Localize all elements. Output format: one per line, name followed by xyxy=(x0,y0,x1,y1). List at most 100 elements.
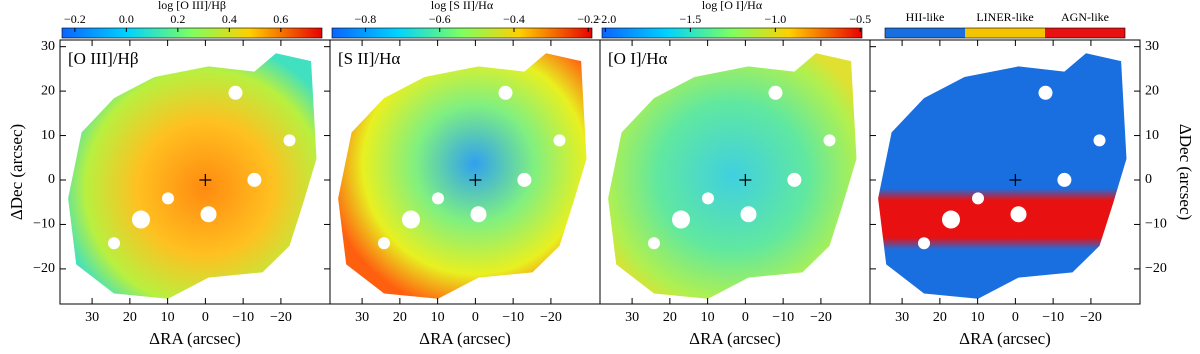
map-image xyxy=(68,53,317,299)
x-tick-label: −20 xyxy=(270,310,292,325)
map-hole xyxy=(108,237,120,250)
center-cross xyxy=(469,174,482,186)
center-cross xyxy=(199,174,212,186)
y-axis-title: ΔDec (arcsec) xyxy=(1176,124,1195,220)
x-tick-label: 30 xyxy=(625,310,639,325)
map-hole xyxy=(1010,206,1027,223)
y-tick-label: −10 xyxy=(1145,217,1167,232)
x-tick-label: −10 xyxy=(502,310,524,325)
colorbar-tick-label: −0.2 xyxy=(64,12,86,26)
y-tick-label: 20 xyxy=(1145,83,1159,98)
map-hole xyxy=(768,85,783,100)
panel-frame xyxy=(869,39,1141,305)
class-swatch xyxy=(1045,28,1125,38)
map-hole xyxy=(498,85,513,100)
x-tick-label: −20 xyxy=(1080,310,1102,325)
colorbar-title: log [S II]/Hα xyxy=(431,0,494,12)
x-axis-title: ΔRA (arcsec) xyxy=(689,329,781,348)
colorbar-tick-label: −0.8 xyxy=(355,12,377,26)
x-tick-label: 0 xyxy=(472,310,479,325)
panel-label: [O III]/Hβ xyxy=(68,49,138,68)
class-swatch xyxy=(965,28,1045,38)
map-hole xyxy=(132,210,150,229)
map-hole xyxy=(470,206,487,223)
x-tick-label: 0 xyxy=(1012,310,1019,325)
y-tick-label: 0 xyxy=(1145,172,1152,187)
map-hole xyxy=(432,192,444,205)
y-tick-label: 0 xyxy=(48,172,55,187)
x-tick-label: −10 xyxy=(772,310,794,325)
x-axis-title: ΔRA (arcsec) xyxy=(419,329,511,348)
y-tick-label: −20 xyxy=(1145,261,1167,276)
x-tick-label: 0 xyxy=(202,310,209,325)
map-hole xyxy=(200,206,217,223)
x-tick-label: −10 xyxy=(1042,310,1064,325)
center-cross xyxy=(739,174,752,186)
map-hole xyxy=(740,206,757,223)
x-tick-label: 30 xyxy=(895,310,909,325)
colorbar-tick-label: −0.2 xyxy=(577,12,599,26)
class-label: LINER-like xyxy=(976,10,1033,24)
map-hole xyxy=(283,134,296,147)
map-hole xyxy=(1093,134,1106,147)
colorbar-tick-label: −2.0 xyxy=(595,12,617,26)
x-tick-label: 30 xyxy=(85,310,99,325)
colorbar-tick-label: 0.6 xyxy=(273,12,288,26)
y-tick-label: −10 xyxy=(33,217,55,232)
y-tick-label: 20 xyxy=(41,83,55,98)
class-swatch xyxy=(885,28,965,38)
class-bar-frame xyxy=(884,27,1126,39)
x-axis-title: ΔRA (arcsec) xyxy=(149,329,241,348)
x-tick-label: 10 xyxy=(701,310,715,325)
y-tick-label: −20 xyxy=(33,261,55,276)
map-hole xyxy=(517,172,532,187)
map-hole xyxy=(402,210,420,229)
map-hole xyxy=(553,134,566,147)
map-image xyxy=(608,53,857,299)
colorbar-tick-label: 0.4 xyxy=(222,12,237,26)
map-image xyxy=(338,53,587,299)
map-hole xyxy=(823,134,836,147)
map-hole xyxy=(702,192,714,205)
colorbar xyxy=(61,27,323,39)
x-tick-label: 20 xyxy=(933,310,947,325)
y-tick-label: 30 xyxy=(41,39,55,54)
x-axis-title: ΔRA (arcsec) xyxy=(959,329,1051,348)
map-image xyxy=(878,53,1127,299)
x-tick-label: 10 xyxy=(971,310,985,325)
x-tick-label: −10 xyxy=(232,310,254,325)
x-tick-label: 20 xyxy=(663,310,677,325)
map-hole xyxy=(228,85,243,100)
map-hole xyxy=(247,172,262,187)
map-hole xyxy=(1057,172,1072,187)
colorbar-tick-label: −1.0 xyxy=(764,12,786,26)
map-hole xyxy=(972,192,984,205)
class-label: HII-like xyxy=(906,10,945,24)
map-hole xyxy=(787,172,802,187)
map-hole xyxy=(648,237,660,250)
colorbar-title: log [O I]/Hα xyxy=(702,0,763,12)
class-label: AGN-like xyxy=(1061,10,1109,24)
y-tick-label: 10 xyxy=(41,128,55,143)
map-hole xyxy=(1038,85,1053,100)
colorbar-tick-label: 0.0 xyxy=(119,12,134,26)
map-hole xyxy=(918,237,930,250)
colorbar-tick-label: −1.5 xyxy=(679,12,701,26)
colorbar-tick-label: −0.4 xyxy=(503,12,525,26)
colorbar xyxy=(331,27,593,39)
y-tick-label: 30 xyxy=(1145,39,1159,54)
y-axis-title: ΔDec (arcsec) xyxy=(7,124,26,220)
center-cross xyxy=(1009,174,1022,186)
map-hole xyxy=(942,210,960,229)
x-tick-label: −20 xyxy=(810,310,832,325)
colorbar xyxy=(601,27,863,39)
panel-label: [S II]/Hα xyxy=(338,49,400,68)
map-hole xyxy=(162,192,174,205)
x-tick-label: 0 xyxy=(742,310,749,325)
colorbar-tick-label: 0.2 xyxy=(170,12,185,26)
map-hole xyxy=(378,237,390,250)
x-tick-label: 10 xyxy=(161,310,175,325)
colorbar-tick-label: −0.6 xyxy=(429,12,451,26)
colorbar-title: log [O III]/Hβ xyxy=(158,0,226,12)
x-tick-label: 20 xyxy=(393,310,407,325)
